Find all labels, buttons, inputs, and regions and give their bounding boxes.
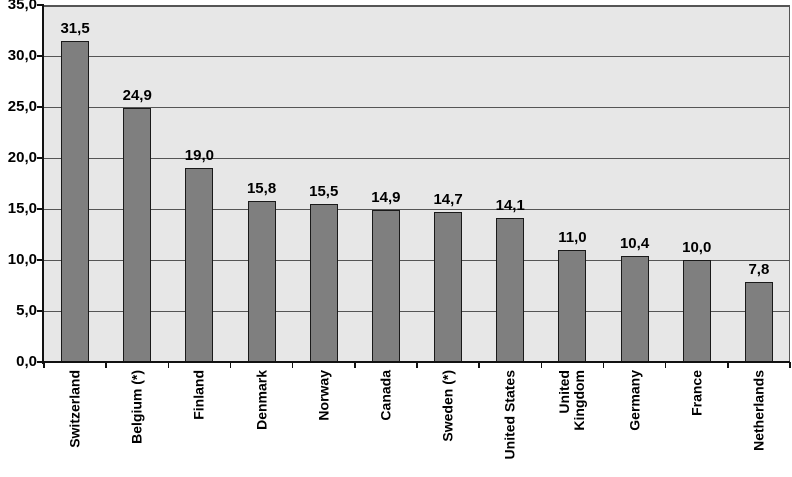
x-label-cell: France [666, 366, 728, 477]
x-category-label: United States [501, 369, 518, 459]
bar-germany [620, 255, 649, 362]
x-tick-mark [291, 362, 294, 368]
gridline [44, 158, 790, 160]
x-tick-mark [540, 362, 543, 368]
value-label: 19,0 [184, 147, 214, 165]
y-tick-mark [37, 259, 44, 261]
x-category-label: United Kingdom [556, 369, 588, 431]
gridline [44, 56, 790, 58]
value-label: 15,5 [309, 182, 339, 200]
bar-canada [371, 210, 400, 362]
x-tick-mark [105, 362, 107, 368]
y-tick-label: 35,0 [7, 0, 37, 13]
x-tick-mark [229, 362, 232, 368]
gridline [44, 107, 790, 109]
x-tick-mark [167, 362, 170, 368]
y-tick-mark [37, 208, 44, 210]
value-label: 14,7 [433, 191, 463, 209]
y-axis-line [42, 4, 44, 364]
x-category-label: Denmark [253, 369, 270, 430]
x-category-label: France [688, 369, 705, 416]
x-tick-mark [478, 362, 480, 368]
value-label: 15,8 [246, 179, 277, 197]
x-axis-line [42, 361, 790, 363]
x-category-label: Germany [626, 369, 643, 431]
x-label-cell: United States [479, 366, 541, 477]
x-label-cell: Belgium (*) [106, 366, 168, 477]
x-tick-mark [727, 362, 729, 368]
value-label: 14,9 [371, 189, 401, 207]
x-category-label: Finland [190, 369, 207, 420]
x-category-label: Norway [315, 369, 332, 421]
x-category-label: Switzerland [66, 369, 83, 448]
y-tick-label: 25,0 [7, 98, 37, 115]
x-tick-mark [43, 362, 45, 368]
y-tick-mark [37, 157, 44, 159]
x-label-cell: United Kingdom [541, 366, 603, 477]
x-label-cell: Sweden (*) [417, 366, 479, 477]
plot-border-right [788, 5, 790, 362]
x-label-cell: Norway [293, 366, 355, 477]
y-tick-label: 15,0 [7, 200, 37, 217]
y-tick-label: 20,0 [7, 149, 37, 166]
y-tick-label: 30,0 [7, 47, 37, 64]
x-label-cell: Switzerland [44, 366, 106, 477]
bar-belgium [123, 108, 152, 362]
x-label-cell: Denmark [231, 366, 293, 477]
y-tick-mark [37, 55, 44, 57]
x-category-label: Netherlands [750, 369, 767, 451]
bar-norway [309, 203, 338, 362]
bar-netherlands [744, 282, 773, 362]
x-tick-mark [354, 362, 356, 368]
bar-denmark [247, 200, 276, 362]
x-tick-mark [664, 362, 667, 368]
gridline [44, 311, 790, 313]
bar-sweden [434, 212, 463, 362]
bar-united-kingdom [558, 249, 587, 362]
y-tick-mark [37, 106, 44, 108]
value-label: 11,0 [558, 228, 587, 246]
y-tick-label: 5,0 [16, 302, 37, 319]
plot-area: 31,5 24,9 19,0 15,8 15,5 14,9 14,7 14,1 11,0 10,4… [44, 5, 790, 362]
x-tick-mark [416, 362, 418, 368]
x-category-label: Sweden (*) [439, 369, 456, 442]
x-axis-labels: Switzerland Belgium (*) Finland Denmark Norw… [44, 366, 790, 477]
y-tick-mark [37, 310, 44, 312]
x-category-label: Belgium (*) [128, 369, 145, 444]
y-tick-label: 0,0 [16, 353, 37, 370]
y-tick-label: 10,0 [7, 251, 37, 268]
y-tick-mark [37, 361, 44, 363]
bar-france [682, 260, 711, 362]
bar-switzerland [61, 40, 90, 362]
value-label: 10,0 [682, 239, 712, 256]
x-label-cell: Netherlands [728, 366, 790, 477]
bar-united-states [496, 218, 525, 362]
y-tick-mark [37, 4, 44, 6]
bar-finland [185, 168, 214, 362]
value-label: 10,4 [619, 234, 650, 252]
x-label-cell: Finland [168, 366, 230, 477]
x-label-cell: Germany [604, 366, 666, 477]
x-category-label: Canada [377, 369, 394, 421]
value-label: 24,9 [122, 87, 152, 105]
value-label: 7,8 [748, 261, 770, 279]
x-tick-mark [789, 362, 791, 368]
gridline [44, 260, 790, 262]
value-label: 31,5 [60, 19, 90, 37]
plot-border-top [44, 5, 790, 7]
gridline [44, 209, 790, 211]
x-tick-mark [602, 362, 605, 368]
value-label: 14,1 [495, 197, 525, 215]
x-label-cell: Canada [355, 366, 417, 477]
